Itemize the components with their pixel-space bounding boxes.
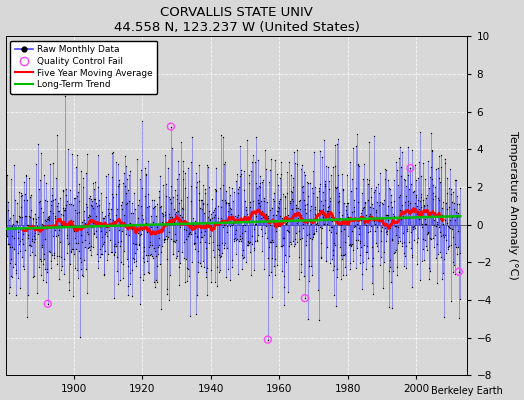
Title: CORVALLIS STATE UNIV
44.558 N, 123.237 W (United States): CORVALLIS STATE UNIV 44.558 N, 123.237 W… — [114, 6, 359, 34]
Text: Berkeley Earth: Berkeley Earth — [431, 386, 503, 396]
Point — [301, 295, 309, 301]
Legend: Raw Monthly Data, Quality Control Fail, Five Year Moving Average, Long-Term Tren: Raw Monthly Data, Quality Control Fail, … — [10, 41, 157, 94]
Point — [167, 123, 175, 130]
Y-axis label: Temperature Anomaly (°C): Temperature Anomaly (°C) — [508, 131, 518, 280]
Point — [455, 268, 463, 275]
Point — [264, 336, 272, 343]
Point — [43, 300, 52, 307]
Point — [406, 165, 414, 171]
